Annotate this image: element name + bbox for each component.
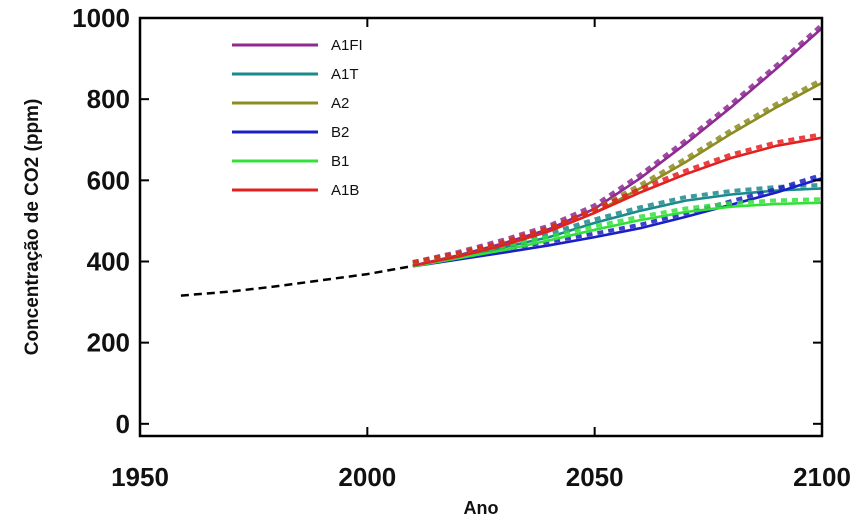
x-tick-label-1950: 1950	[111, 462, 169, 492]
x-tick-label-2050: 2050	[566, 462, 624, 492]
x-tick-label-2000: 2000	[338, 462, 396, 492]
y-tick-label-600: 600	[87, 165, 130, 195]
y-tick-label-800: 800	[87, 84, 130, 114]
historical-co2-line	[180, 265, 409, 297]
legend: A1FI A1T A2 B2 B1 A1B	[232, 37, 363, 199]
series-dashed-line-a1b	[412, 132, 823, 265]
series-line-b2	[412, 177, 823, 268]
legend-label-a1fi: A1FI	[331, 37, 363, 54]
series-line-a1b	[412, 136, 823, 267]
y-axis-title: Concentração de CO2 (ppm)	[22, 99, 43, 356]
legend-label-a1b: A1B	[331, 182, 359, 199]
y-tick-label-1000: 1000	[72, 3, 130, 33]
plot-frame	[138, 16, 824, 438]
x-axis-title: Ano	[464, 498, 499, 518]
x-tick-label-2100: 2100	[793, 462, 851, 492]
legend-label-a2: A2	[331, 95, 349, 112]
legend-label-b2: B2	[331, 124, 349, 141]
y-tick-label-0: 0	[116, 409, 130, 439]
y-tick-label-200: 200	[87, 328, 130, 358]
legend-label-a1t: A1T	[331, 66, 359, 83]
y-tick-label-400: 400	[87, 246, 130, 276]
legend-label-b1: B1	[331, 153, 349, 170]
series-line-b1	[412, 201, 823, 268]
